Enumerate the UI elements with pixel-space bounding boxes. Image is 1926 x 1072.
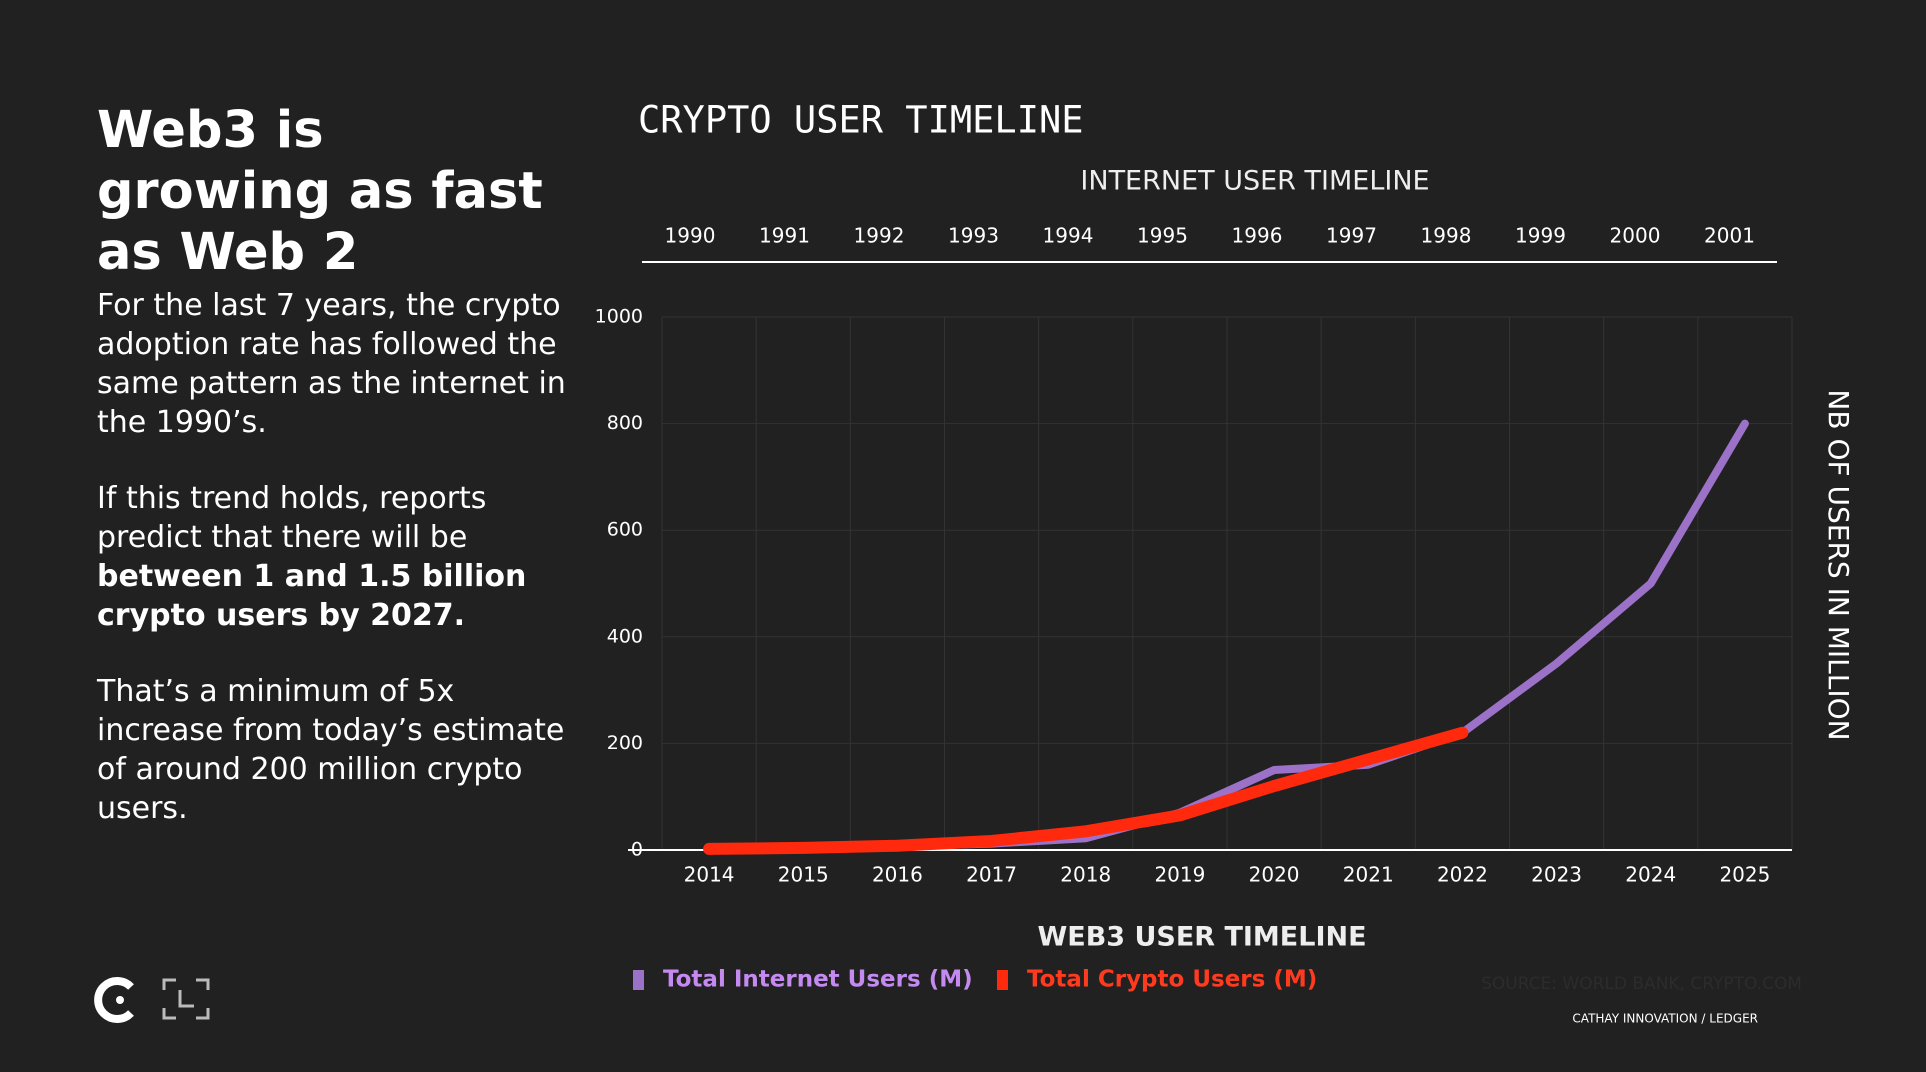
top-tick-label: 1995 — [1137, 224, 1188, 248]
top-axis-title: INTERNET USER TIMELINE — [1080, 166, 1429, 197]
legend-label: Total Crypto Users (M) — [1027, 967, 1317, 993]
top-tick-label: 1993 — [948, 224, 999, 248]
x-tick-label: 2017 — [966, 863, 1017, 887]
y-tick-label: 800 — [607, 412, 643, 434]
legend-label: Total Internet Users (M) — [663, 967, 973, 993]
x-tick-label: 2019 — [1154, 863, 1205, 887]
x-tick-label: 2014 — [684, 863, 735, 887]
source: SOURCE: WORLD BANK, CRYPTO.COM — [1481, 974, 1802, 994]
credit: CATHAY INNOVATION / LEDGER — [1572, 1012, 1758, 1026]
top-tick-label: 1996 — [1232, 224, 1283, 248]
top-tick-label: 1998 — [1421, 224, 1472, 248]
ledger-logo — [162, 978, 210, 1020]
series-line — [703, 726, 1469, 855]
x-tick-label: 2018 — [1060, 863, 1111, 887]
x-tick-label: 2015 — [778, 863, 829, 887]
top-tick-label: 1992 — [854, 224, 905, 248]
y-tick-label: 200 — [607, 732, 643, 754]
logo — [94, 977, 134, 1023]
heading: Web3 is growing as fast as Web 2 — [97, 101, 543, 282]
paragraph: For the last 7 years, the crypto adoptio… — [97, 286, 577, 442]
x-tick-label: 2021 — [1343, 863, 1394, 887]
top-tick-label: 2000 — [1610, 224, 1661, 248]
legend-swatch — [997, 970, 1008, 990]
legend-swatch — [633, 970, 644, 990]
paragraph: That’s a minimum of 5x increase from tod… — [97, 672, 577, 828]
x-tick-label: 2020 — [1249, 863, 1300, 887]
top-tick-label: 1999 — [1515, 224, 1566, 248]
x-tick-label: 2016 — [872, 863, 923, 887]
y-axis-title: NB OF USERS IN MILLION — [1822, 389, 1855, 740]
x-tick-label: 2024 — [1625, 863, 1676, 887]
x-tick-label: 2025 — [1719, 863, 1770, 887]
top-tick-label: 1991 — [759, 224, 810, 248]
paragraph: If this trend holds, reports predict tha… — [97, 479, 577, 635]
chart-title: CRYPTO USER TIMELINE — [638, 99, 1084, 142]
text: For the last 7 years, the crypto adoptio… — [97, 288, 566, 440]
top-tick-label: 2001 — [1704, 224, 1755, 248]
x-tick-label: 2022 — [1437, 863, 1488, 887]
top-tick-label: 1997 — [1326, 224, 1377, 248]
y-tick-label: 600 — [607, 519, 643, 541]
text: That’s a minimum of 5x increase from tod… — [97, 674, 565, 826]
x-tick-label: 2023 — [1531, 863, 1582, 887]
top-tick-label: 1990 — [665, 224, 716, 248]
x-axis-title: WEB3 USER TIMELINE — [1037, 922, 1366, 953]
y-tick-label: 400 — [607, 625, 643, 647]
top-tick-label: 1994 — [1043, 224, 1094, 248]
text: If this trend holds, reports predict tha… — [97, 481, 487, 555]
y-tick-label: 1000 — [595, 306, 643, 328]
bold-text: between 1 and 1.5 billion crypto users b… — [97, 559, 527, 633]
